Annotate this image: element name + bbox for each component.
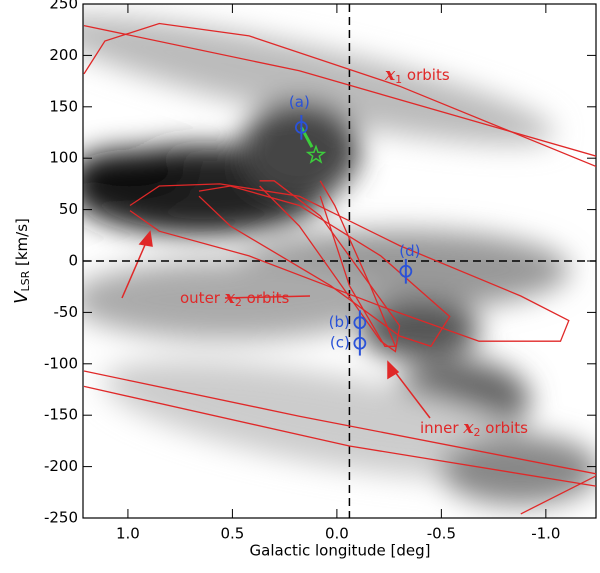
annotation-prefix: inner <box>420 419 463 437</box>
orbit <box>198 185 451 348</box>
y-tick-label: 50 <box>59 200 78 218</box>
annotation-sub: 2 <box>474 426 481 439</box>
data-point <box>353 316 367 330</box>
y-axis-label: VLSR [km/s] <box>11 218 32 304</box>
annotation-suffix: orbits <box>242 289 290 307</box>
y-tick-label: 200 <box>49 46 78 64</box>
y-tick-label: -100 <box>44 354 78 372</box>
annotation: inner x2 orbits <box>420 418 528 440</box>
point-label: (a) <box>289 93 310 111</box>
x-tick-label: -0.5 <box>427 525 456 543</box>
orbit <box>319 180 397 347</box>
x-tick-label: 0.0 <box>325 525 349 543</box>
point-label: (b) <box>329 313 350 331</box>
annotation-suffix: orbits <box>481 419 529 437</box>
y-tick-label: -250 <box>44 509 78 527</box>
annotation-arrows <box>121 230 431 419</box>
x-tick-label: 1.0 <box>116 525 140 543</box>
y-tick-label: -150 <box>44 406 78 424</box>
annotation-var: x <box>384 65 396 85</box>
orbit <box>83 385 596 487</box>
orbit <box>520 475 596 515</box>
orbit <box>129 183 570 342</box>
y-tick-label: 250 <box>49 0 78 13</box>
annotation-sub: 2 <box>235 296 242 309</box>
orbit <box>83 22 596 168</box>
y-label-unit: [km/s] <box>13 218 31 271</box>
motion-arrow <box>300 126 314 148</box>
y-label-sub: LSR <box>19 270 32 291</box>
orbits <box>83 22 596 515</box>
y-tick-label: -50 <box>54 303 79 321</box>
x-tick-label: 0.5 <box>220 525 244 543</box>
x-tick-label: -1.0 <box>531 525 560 543</box>
annotation-suffix: orbits <box>402 66 450 84</box>
data-point <box>294 120 308 134</box>
point-label: (c) <box>330 334 350 352</box>
y-tick-label: -200 <box>44 457 78 475</box>
annotation-var: x <box>224 288 236 308</box>
orbit <box>259 180 401 353</box>
orbit <box>83 370 596 475</box>
annotation-prefix: outer <box>180 289 225 307</box>
emission-background <box>83 16 596 505</box>
y-tick-label: 150 <box>49 97 78 115</box>
annotation-var: x <box>462 418 474 438</box>
y-tick-label: 100 <box>49 149 78 167</box>
x-axis-label: Galactic longitude [deg] <box>250 542 431 560</box>
orbit <box>83 24 596 157</box>
point-label: (d) <box>399 242 420 260</box>
annotation: x1 orbits <box>384 65 450 87</box>
y-tick-label: 0 <box>68 252 78 270</box>
y-label-var: V <box>11 290 32 304</box>
annotation-sub: 1 <box>395 73 402 86</box>
star-marker <box>305 144 327 164</box>
data-point <box>399 264 413 278</box>
annotation: outer x2 orbits <box>180 288 290 310</box>
data-point <box>353 336 367 350</box>
